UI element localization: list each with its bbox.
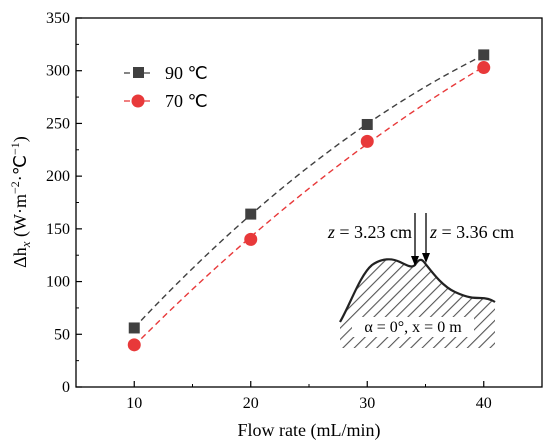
- y-tick-label: 100: [46, 274, 70, 291]
- data-point-circle: [477, 61, 491, 75]
- data-point-square: [128, 322, 140, 334]
- legend: 90 ℃ 70 ℃: [124, 63, 208, 111]
- inset-caption-bg: [352, 317, 474, 337]
- legend-marker-90: [133, 67, 144, 78]
- data-point-square: [245, 208, 257, 220]
- y-axis-title-exp2: −1: [8, 142, 22, 155]
- axis-ticks: 10 20 30 40 0 50 100 150 200 250 300 350: [46, 10, 492, 412]
- y-axis-title-units: (W·m: [10, 194, 31, 241]
- y-tick-label: 0: [62, 379, 70, 396]
- series-fit-line: [133, 66, 485, 347]
- y-tick-label: 50: [54, 326, 70, 343]
- y-tick-label: 150: [46, 221, 70, 238]
- data-point-circle: [127, 338, 141, 352]
- legend-marker-70: [131, 94, 145, 108]
- y-tick-label: 250: [46, 115, 70, 132]
- series-markers: [127, 49, 491, 352]
- y-axis-title-main: Δh: [10, 247, 30, 268]
- y-tick-label: 300: [46, 63, 70, 80]
- inset-profile-outline: [339, 258, 496, 323]
- series-curves: [133, 54, 485, 347]
- x-axis-title: Flow rate (mL/min): [238, 420, 381, 441]
- legend-label-70: 70 ℃: [165, 91, 208, 111]
- series-fit-line: [133, 54, 485, 329]
- y-axis-title-end: ): [10, 136, 31, 142]
- inset-label-left: z = 3.23 cm: [327, 222, 412, 242]
- data-point-circle: [244, 232, 258, 246]
- y-tick-label: 200: [46, 168, 70, 185]
- y-axis-title-sub: x: [18, 241, 33, 248]
- inset-droplet-profile: z = 3.23 cm z = 3.36 cm α = 0°, x = 0 m: [327, 213, 514, 348]
- inset-label-right: z = 3.36 cm: [429, 222, 514, 242]
- y-axis-title-units-mid: ·℃: [10, 155, 30, 181]
- x-tick-label: 40: [476, 395, 492, 412]
- x-tick-label: 10: [126, 395, 142, 412]
- data-point-square: [478, 49, 490, 61]
- data-point-circle: [360, 134, 374, 148]
- x-tick-label: 20: [243, 395, 259, 412]
- y-axis-title: Δhx (W·m−2·℃−1): [8, 136, 33, 268]
- legend-label-90: 90 ℃: [165, 63, 208, 83]
- inset-arrowhead-left: [411, 256, 419, 266]
- y-axis-title-exp: −2: [8, 181, 22, 194]
- x-tick-label: 30: [359, 395, 375, 412]
- inset-caption: α = 0°, x = 0 m: [364, 319, 462, 336]
- data-point-square: [361, 118, 373, 130]
- inset-arrowhead-right: [422, 253, 430, 263]
- y-tick-label: 350: [46, 10, 70, 27]
